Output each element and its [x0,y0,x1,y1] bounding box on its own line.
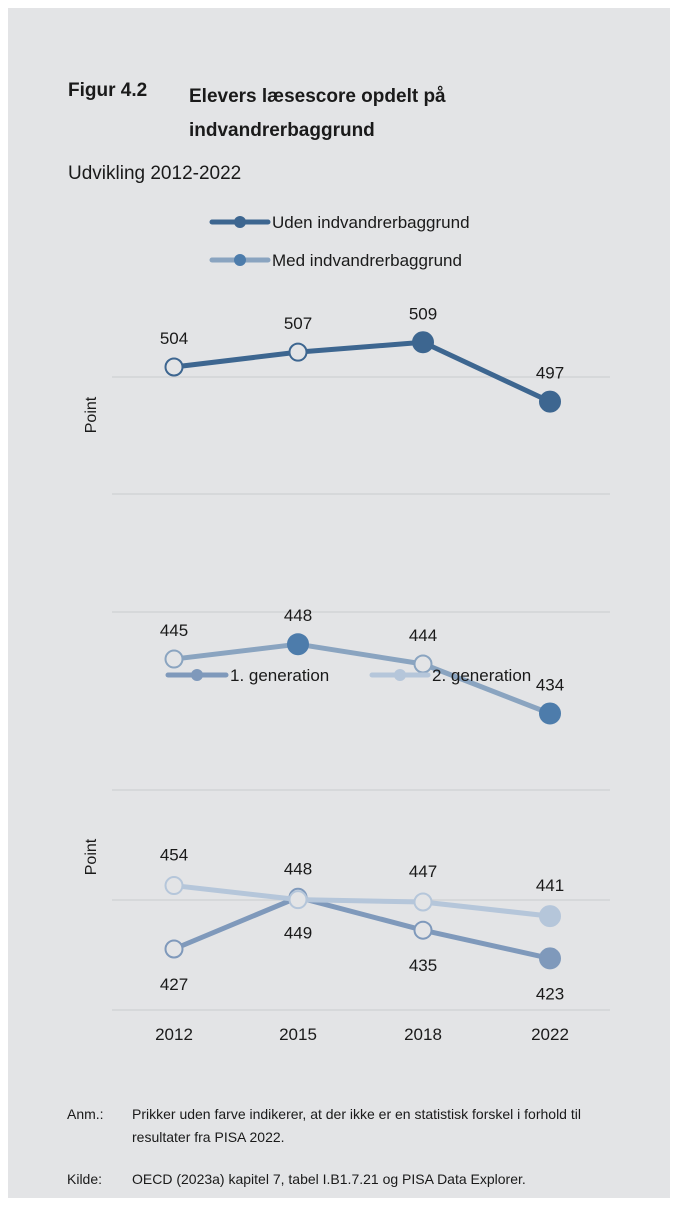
figure-title: Elevers læsescore opdelt på indvandrerba… [189,86,446,141]
data-point-s2-4 [539,702,561,725]
legend-marker-1 [234,216,246,228]
data-label-s1-1: 504 [160,329,188,348]
data-point-s1-4 [539,390,561,413]
data-label-p2-s1-2: 449 [284,923,312,942]
note-anm-text: Prikker uden farve indikerer, at der ikk… [132,1106,581,1145]
legend-label-p2-2: 2. generation [432,666,531,685]
data-point-s1-3 [412,331,434,354]
data-label-p2-s2-4: 441 [536,876,564,895]
figure-subtitle: Udvikling 2012-2022 [68,163,242,184]
x-tick-label-2: 2015 [279,1025,317,1044]
legend-marker-2 [234,254,246,266]
data-label-s1-4: 497 [536,364,564,383]
data-label-s1-3: 509 [409,304,437,323]
data-point-s2-3 [413,654,433,674]
data-point-p2-s2-1 [164,876,184,896]
x-tick-label-4: 2022 [531,1025,569,1044]
data-label-s2-4: 434 [536,676,564,695]
data-point-p2-s2-4 [539,905,561,928]
data-label-p2-s2-2: 448 [284,860,312,879]
series-line-2 [171,641,553,716]
data-label-p2-s1-4: 423 [536,984,564,1003]
data-point-p2-s1-3 [413,920,433,940]
data-point-s1-1 [164,357,184,377]
legend-label-p2-1: 1. generation [230,666,329,685]
data-label-p2-s2-3: 447 [409,862,437,881]
legend-marker-p2-2 [394,669,406,681]
note-kilde-text: OECD (2023a) kapitel 7, tabel I.B1.7.21 … [132,1171,526,1187]
note-anm-label: Anm.: [67,1106,104,1122]
data-point-p2-s2-2 [288,890,308,910]
figure-panel [8,8,670,1198]
data-label-s2-1: 445 [160,621,188,640]
figure-number: Figur 4.2 [68,80,148,101]
x-tick-label-3: 2018 [404,1025,442,1044]
data-label-s2-3: 444 [409,626,437,645]
data-point-p2-s1-1 [164,939,184,959]
data-point-p2-s2-3 [413,892,433,912]
series-line-1 [171,339,553,405]
data-point-p2-s1-4 [539,947,561,970]
data-label-s2-2: 448 [284,606,312,625]
data-label-p2-s2-1: 454 [160,846,188,865]
data-label-p2-s1-1: 427 [160,975,188,994]
legend-label-2: Med indvandrerbaggrund [272,251,462,270]
note-kilde-label: Kilde: [67,1171,103,1187]
legend-label-1: Uden indvandrerbaggrund [272,213,470,232]
y-axis-label-2: Point [83,838,100,875]
data-point-s1-2 [288,342,308,362]
y-axis-label-1: Point [83,396,100,433]
series-line-p2-2 [171,883,553,919]
data-label-p2-s1-3: 435 [409,956,437,975]
legend-marker-p2-1 [191,669,203,681]
data-point-s2-1 [164,649,184,669]
data-point-s2-2 [287,633,309,656]
series-line-p2-1 [171,894,553,961]
data-label-s1-2: 507 [284,314,312,333]
x-tick-label-1: 2012 [155,1025,193,1044]
